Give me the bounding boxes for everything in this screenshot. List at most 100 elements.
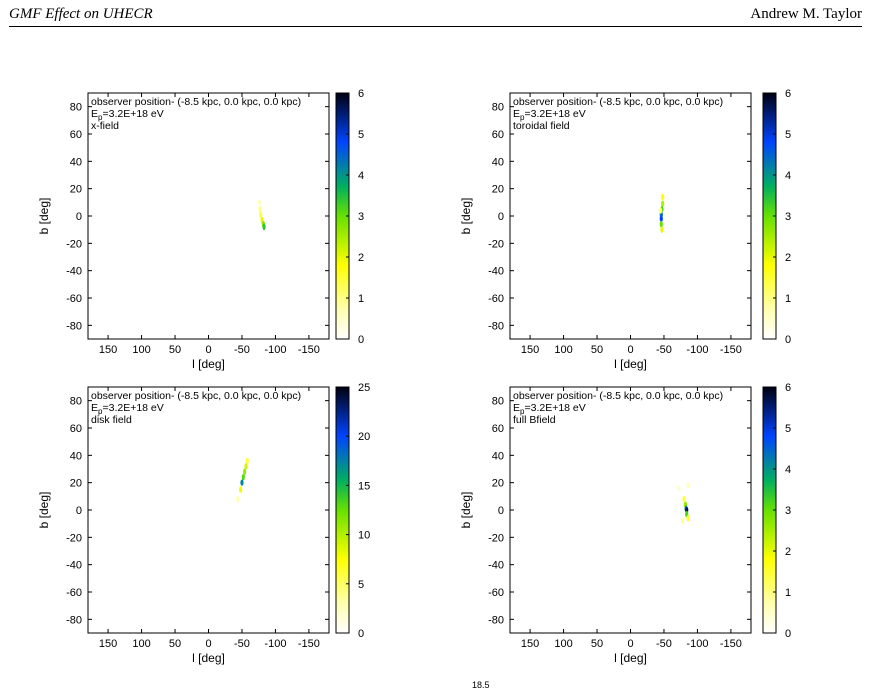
flux-spot — [686, 515, 690, 522]
colorbar-tick-label: 4 — [358, 170, 364, 182]
energy-label: Ep=3.2E+18 eV — [91, 108, 164, 122]
skymap-panel-1: 150 100 50 0 -50 -100 -150806040200-20-40-60-8… — [37, 88, 364, 371]
colorbar — [335, 386, 350, 634]
x-tick-label: 50 — [591, 344, 603, 356]
flux-spot — [236, 495, 240, 503]
field-type-label: full Bfield — [513, 414, 556, 426]
y-tick-label: 60 — [70, 129, 82, 141]
skymap-panel-2: 150 100 50 0 -50 -100 -150806040200-20-40-60-8… — [459, 88, 791, 371]
colorbar-tick-label: 1 — [785, 293, 791, 305]
x-tick-label: 150 — [521, 344, 539, 356]
x-tick-label: 100 — [554, 344, 572, 356]
y-tick-label: 20 — [492, 184, 504, 196]
flux-spot — [243, 468, 247, 475]
colorbar-tick-label: 5 — [358, 579, 364, 591]
y-tick-label: -60 — [488, 293, 504, 305]
flux-spot — [241, 474, 245, 481]
y-tick-label: 80 — [492, 102, 504, 114]
x-tick-label: 50 — [591, 638, 603, 650]
colorbar-tick-label: 6 — [785, 88, 791, 100]
y-tick-label: -20 — [66, 532, 82, 544]
running-title: GMF Effect on UHECR — [9, 6, 153, 22]
x-tick-label: -150 — [720, 344, 742, 356]
flux-spot — [257, 199, 261, 206]
y-tick-label: 0 — [76, 505, 82, 517]
y-tick-label: 60 — [492, 423, 504, 435]
y-tick-label: -60 — [66, 587, 82, 599]
y-tick-label: -40 — [488, 560, 504, 572]
running-author: Andrew M. Taylor — [750, 6, 862, 22]
colorbar-tick-label: 2 — [785, 252, 791, 264]
y-tick-label: 20 — [70, 478, 82, 490]
x-tick-label: -50 — [234, 638, 250, 650]
energy-label: Ep=3.2E+18 eV — [91, 402, 164, 416]
flux-spot — [660, 226, 664, 233]
x-tick-label: -150 — [298, 344, 320, 356]
colorbar-tick-label: 0 — [785, 628, 791, 640]
flux-spot — [239, 486, 243, 493]
colorbar-tick-label: 5 — [358, 129, 364, 141]
x-tick-label: 100 — [554, 638, 572, 650]
colorbar-tick-label: 15 — [358, 480, 370, 492]
colorbar-tick-label: 20 — [358, 431, 370, 443]
x-tick-label: 100 — [132, 638, 150, 650]
flux-spot — [659, 221, 663, 228]
plot-frame — [87, 92, 330, 340]
y-tick-label: 20 — [492, 478, 504, 490]
x-tick-label: -100 — [264, 638, 286, 650]
x-axis-label: l [deg] — [614, 651, 647, 665]
y-tick-label: -40 — [488, 266, 504, 278]
page-header: GMF Effect on UHECR Andrew M. Taylor — [9, 0, 862, 28]
y-tick-label: -20 — [488, 532, 504, 544]
x-axis-label: l [deg] — [192, 651, 225, 665]
flux-spot — [661, 200, 665, 207]
y-tick-label: 80 — [492, 396, 504, 408]
flux-spot — [258, 205, 262, 213]
colorbar-tick-label: 5 — [785, 423, 791, 435]
y-tick-label: 40 — [492, 156, 504, 168]
x-tick-label: 150 — [99, 638, 117, 650]
flux-spot — [659, 207, 663, 214]
header-rule — [9, 26, 862, 27]
y-tick-label: -80 — [66, 614, 82, 626]
flux-spot — [259, 211, 263, 218]
x-tick-label: 0 — [627, 638, 633, 650]
y-tick-label: 40 — [492, 450, 504, 462]
y-tick-label: -60 — [66, 293, 82, 305]
flux-spot — [681, 517, 685, 525]
flux-spot — [245, 457, 249, 464]
energy-label: Ep=3.2E+18 eV — [513, 108, 586, 122]
x-tick-label: 0 — [627, 344, 633, 356]
y-tick-label: 0 — [498, 505, 504, 517]
colorbar-tick-label: 0 — [358, 628, 364, 640]
y-tick-label: -80 — [488, 320, 504, 332]
x-tick-label: 150 — [521, 638, 539, 650]
y-tick-label: 0 — [498, 211, 504, 223]
colorbar-tick-label: 0 — [358, 334, 364, 346]
flux-spot — [240, 479, 244, 486]
field-type-label: toroidal field — [513, 120, 570, 132]
flux-spot — [661, 193, 665, 201]
colorbar-tick-label: 2 — [785, 546, 791, 558]
colorbar-tick-label: 4 — [785, 170, 791, 182]
colorbar-tick-label: 4 — [785, 464, 791, 476]
y-tick-label: -80 — [488, 614, 504, 626]
y-tick-label: 60 — [70, 423, 82, 435]
skymap-panel-3: 150 100 50 0 -50 -100 -150806040200-20-40-60-8… — [37, 382, 370, 665]
x-tick-label: -50 — [656, 344, 672, 356]
x-axis-label: l [deg] — [614, 357, 647, 371]
colorbar-tick-label: 10 — [358, 530, 370, 542]
colorbar-tick-label: 3 — [785, 505, 791, 517]
x-axis-label: l [deg] — [192, 357, 225, 371]
y-tick-label: 0 — [76, 211, 82, 223]
y-tick-label: 20 — [70, 184, 82, 196]
field-type-label: disk field — [91, 414, 132, 426]
y-tick-label: 80 — [70, 102, 82, 114]
colorbar-tick-label: 1 — [358, 293, 364, 305]
x-tick-label: -100 — [686, 638, 708, 650]
y-axis-label: b [deg] — [459, 198, 473, 235]
x-tick-label: -50 — [656, 638, 672, 650]
flux-spot — [262, 223, 266, 231]
y-tick-label: 40 — [70, 156, 82, 168]
x-tick-label: -100 — [264, 344, 286, 356]
